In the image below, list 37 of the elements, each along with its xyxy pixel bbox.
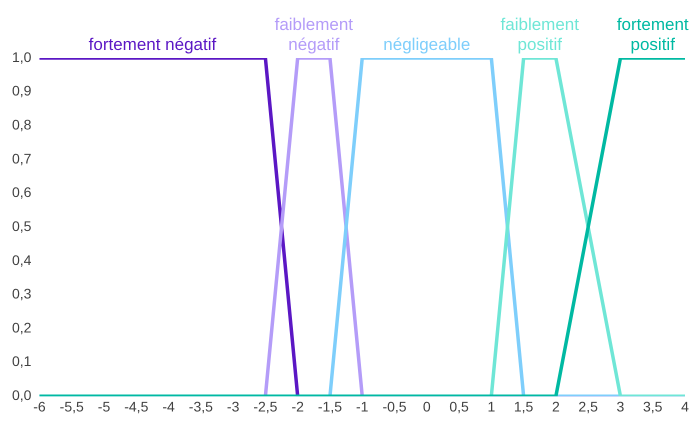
series-label: faiblement positif	[500, 15, 580, 54]
y-tick-label: 1,0	[12, 48, 32, 65]
x-tick-label: 1,5	[514, 398, 534, 414]
x-tick-label: 2,5	[578, 398, 598, 414]
y-tick-label: 0,2	[12, 319, 32, 336]
y-tick-label: 0,9	[12, 82, 32, 99]
x-tick-label: 3	[616, 398, 625, 414]
x-tick-label: -4	[162, 398, 176, 414]
y-tick-label: 0,4	[12, 252, 32, 268]
x-tick-label: -3,5	[188, 398, 214, 414]
series-label: fortement positif	[616, 15, 689, 54]
x-tick-label: 0	[422, 398, 431, 414]
x-tick-label: -5	[98, 398, 110, 414]
x-tick-label: 2	[552, 398, 560, 414]
x-tick-label: -2	[291, 398, 304, 414]
series-label: fortement négatif	[88, 35, 216, 54]
x-tick-label: -2,5	[253, 398, 278, 414]
y-tick-label: 0,1	[12, 353, 32, 370]
x-tick-label: -6	[33, 398, 46, 414]
x-tick-label: -5,5	[60, 398, 84, 414]
y-tick-label: 0,6	[12, 184, 32, 200]
series-label: faiblement négatif	[274, 15, 354, 54]
x-tick-label: 3,5	[642, 398, 663, 414]
y-tick-label: 0,0	[12, 387, 32, 404]
x-tick-label: -3	[226, 398, 240, 414]
y-tick-label: 0,3	[12, 286, 32, 302]
x-tick-label: -1,5	[318, 398, 342, 414]
y-tick-label: 0,7	[12, 150, 32, 166]
x-tick-label: -0,5	[382, 398, 407, 414]
x-tick-label: 1	[487, 398, 496, 414]
x-tick-label: 0,5	[449, 398, 470, 414]
y-tick-label: 0,8	[12, 116, 32, 132]
series-label: négligeable	[383, 35, 470, 54]
y-tick-label: 0,5	[12, 218, 32, 234]
x-tick-label: 4	[681, 398, 690, 414]
x-tick-label: -4,5	[124, 398, 149, 414]
x-tick-label: -1	[356, 398, 369, 414]
